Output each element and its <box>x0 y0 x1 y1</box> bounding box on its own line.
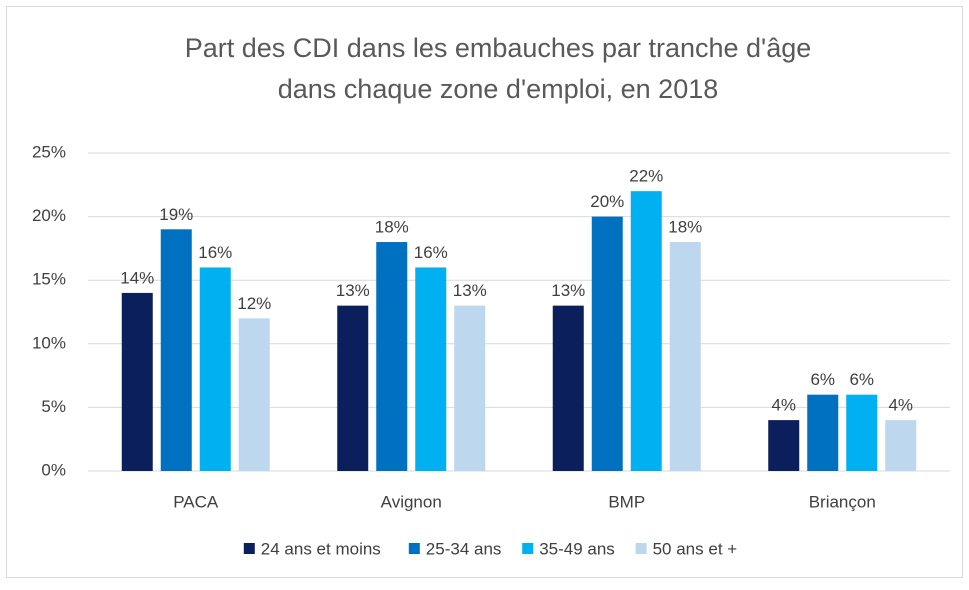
y-tick-label: 20% <box>32 206 66 225</box>
data-label: 19% <box>159 205 193 224</box>
y-tick-label: 10% <box>32 333 66 352</box>
data-label: 13% <box>336 281 370 300</box>
legend-label: 25-34 ans <box>426 539 502 558</box>
data-label: 12% <box>237 294 271 313</box>
data-label: 4% <box>771 396 796 415</box>
bar <box>807 394 839 471</box>
data-label: 6% <box>810 370 835 389</box>
bar <box>630 191 662 471</box>
bar <box>591 216 623 471</box>
legend-label: 24 ans et moins <box>261 539 381 558</box>
x-tick-label: Briançon <box>809 492 876 511</box>
y-tick-label: 0% <box>41 460 66 479</box>
legend-label: 50 ans et + <box>653 539 738 558</box>
bar <box>415 267 447 471</box>
data-label: 22% <box>629 167 663 186</box>
data-label: 16% <box>414 243 448 262</box>
y-tick-label: 15% <box>32 270 66 289</box>
legend-swatch <box>635 543 647 554</box>
bar <box>121 292 153 471</box>
x-tick-label: Avignon <box>381 492 442 511</box>
y-tick-label: 25% <box>32 142 66 161</box>
legend-swatch <box>522 543 534 554</box>
x-tick-label: BMP <box>608 492 645 511</box>
y-tick-label: 5% <box>41 397 66 416</box>
data-label: 14% <box>120 268 154 287</box>
bar <box>768 420 800 471</box>
legend-label: 35-49 ans <box>539 539 615 558</box>
data-label: 4% <box>888 396 913 415</box>
data-label: 20% <box>590 192 624 211</box>
data-label: 16% <box>198 243 232 262</box>
legend-swatch <box>408 543 420 554</box>
bar <box>376 242 408 471</box>
bar <box>199 267 231 471</box>
x-tick-label: PACA <box>173 492 219 511</box>
data-label: 13% <box>453 281 487 300</box>
data-label: 13% <box>551 281 585 300</box>
bar <box>337 305 369 471</box>
bar <box>669 242 701 471</box>
legend-swatch <box>243 543 255 554</box>
bar <box>885 420 917 471</box>
chart-title: dans chaque zone d'emploi, en 2018 <box>278 74 719 104</box>
bar <box>160 229 192 471</box>
data-label: 18% <box>668 218 702 237</box>
bar <box>454 305 486 471</box>
bar <box>238 318 270 471</box>
data-label: 18% <box>375 218 409 237</box>
bar <box>846 394 878 471</box>
bar <box>552 305 584 471</box>
chart-title: Part des CDI dans les embauches par tran… <box>185 33 812 63</box>
data-label: 6% <box>849 370 874 389</box>
